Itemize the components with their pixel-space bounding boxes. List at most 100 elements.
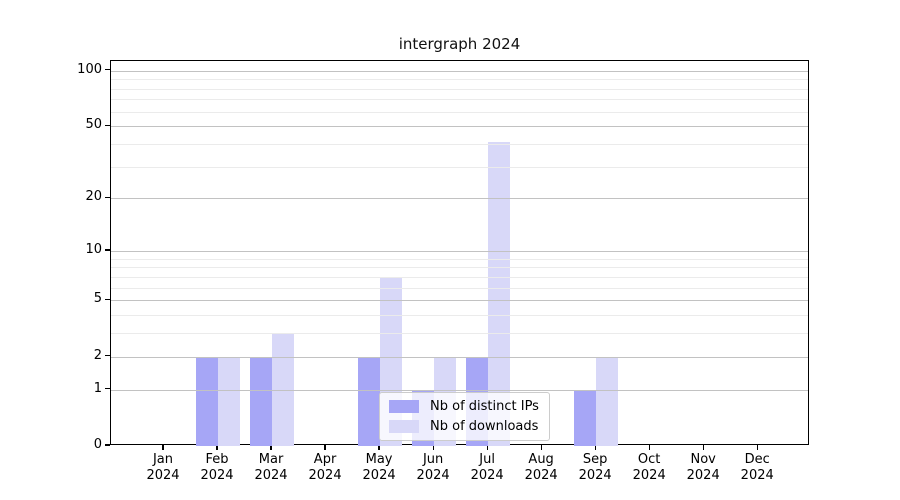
- x-tick-label-may: May 2024: [347, 452, 411, 484]
- y-tick-5: [105, 298, 110, 300]
- y-tick-label-10: 10: [85, 242, 102, 258]
- legend: Nb of distinct IPs Nb of downloads: [379, 392, 550, 441]
- gridline-minor-80: [111, 88, 808, 90]
- legend-row-distinct-ips: Nb of distinct IPs: [389, 399, 539, 414]
- gridline-minor-40: [111, 144, 808, 146]
- x-tick-label-year: 2024: [470, 468, 504, 483]
- x-tick-label-year: 2024: [200, 468, 234, 483]
- y-tick-label-5: 5: [93, 291, 102, 307]
- y-tick-10: [105, 249, 110, 251]
- gridline-major-100: [111, 70, 808, 72]
- bar-sep-downloads: [596, 356, 618, 446]
- x-tick-label-year: 2024: [362, 468, 396, 483]
- x-tick-label-nov: Nov 2024: [671, 452, 735, 484]
- y-tick-20: [105, 196, 110, 199]
- x-tick-label-jan: Jan 2024: [131, 452, 195, 484]
- x-tick-label-month: Oct: [637, 452, 661, 467]
- x-tick-apr: [324, 445, 326, 450]
- x-tick-label-year: 2024: [146, 468, 180, 483]
- x-tick-label-year: 2024: [740, 468, 774, 483]
- x-tick-mar: [270, 445, 272, 450]
- bar-may-distinct-ips: [358, 356, 381, 446]
- x-tick-label-year: 2024: [308, 468, 342, 483]
- y-tick-label-2: 2: [93, 347, 102, 363]
- y-tick-2: [105, 355, 110, 357]
- gridline-major-20: [111, 198, 808, 200]
- x-tick-may: [378, 445, 380, 450]
- gridline-major-10: [111, 251, 808, 253]
- x-tick-label-aug: Aug 2024: [509, 452, 573, 484]
- y-tick-50: [105, 124, 110, 126]
- x-tick-label-month: Jan: [152, 452, 174, 467]
- x-tick-label-year: 2024: [578, 468, 612, 483]
- gridline-major-1: [111, 389, 808, 391]
- bar-sep-distinct-ips: [574, 389, 597, 446]
- x-tick-label-jun: Jun 2024: [401, 452, 465, 484]
- x-tick-label-month: Dec: [744, 452, 770, 467]
- gridline-major-5: [111, 300, 808, 302]
- x-tick-label-month: Jun: [422, 452, 444, 467]
- gridline-major-2: [111, 356, 808, 358]
- x-tick-label-sep: Sep 2024: [563, 452, 627, 484]
- bar-mar-downloads: [272, 333, 294, 446]
- legend-label-distinct-ips: Nb of distinct IPs: [430, 399, 539, 414]
- x-tick-jan: [162, 445, 164, 450]
- x-tick-label-month: Feb: [205, 452, 229, 467]
- gridline-minor-6: [111, 287, 808, 289]
- gridline-minor-7: [111, 276, 808, 278]
- y-tick-label-20: 20: [85, 189, 102, 205]
- gridline-minor-60: [111, 111, 808, 113]
- x-tick-label-apr: Apr 2024: [293, 452, 357, 484]
- x-tick-label-jul: Jul 2024: [455, 452, 519, 484]
- legend-swatch-downloads: [389, 420, 419, 433]
- y-tick-1: [105, 388, 110, 390]
- gridline-minor-9: [111, 258, 808, 260]
- x-tick-label-month: Nov: [690, 452, 716, 467]
- y-tick-0: [105, 444, 110, 446]
- x-tick-label-year: 2024: [524, 468, 558, 483]
- bar-jul-downloads: [488, 142, 510, 446]
- x-tick-label-month: Jul: [479, 452, 495, 467]
- bar-feb-downloads: [218, 356, 240, 446]
- x-tick-feb: [216, 445, 218, 450]
- plot-area: [110, 60, 809, 446]
- x-tick-label-month: Aug: [528, 452, 554, 467]
- x-tick-label-oct: Oct 2024: [617, 452, 681, 484]
- y-tick-label-50: 50: [85, 117, 102, 133]
- x-tick-oct: [648, 445, 650, 450]
- gridline-minor-8: [111, 267, 808, 269]
- gridline-minor-4: [111, 315, 808, 317]
- x-tick-label-year: 2024: [632, 468, 666, 483]
- gridline-minor-70: [111, 99, 808, 101]
- legend-swatch-distinct-ips: [389, 400, 419, 413]
- x-tick-dec: [756, 445, 758, 450]
- x-tick-aug: [540, 445, 542, 450]
- x-tick-label-month: Mar: [258, 452, 284, 467]
- y-tick-label-1: 1: [93, 380, 102, 396]
- bar-feb-distinct-ips: [196, 356, 218, 446]
- x-tick-label-dec: Dec 2024: [725, 452, 789, 484]
- x-tick-label-year: 2024: [686, 468, 720, 483]
- x-tick-jun: [432, 445, 434, 450]
- legend-label-downloads: Nb of downloads: [430, 419, 539, 434]
- x-tick-label-mar: Mar 2024: [239, 452, 303, 484]
- x-tick-nov: [702, 445, 704, 450]
- x-tick-label-month: May: [365, 452, 393, 467]
- gridline-major-50: [111, 126, 808, 128]
- y-tick-label-100: 100: [77, 61, 102, 77]
- gridline-minor-30: [111, 166, 808, 168]
- y-tick-label-0: 0: [93, 437, 102, 452]
- legend-row-downloads: Nb of downloads: [389, 419, 539, 434]
- x-tick-jul: [486, 445, 488, 450]
- x-tick-label-year: 2024: [254, 468, 288, 483]
- x-tick-label-month: Apr: [313, 452, 337, 467]
- x-tick-label-month: Sep: [582, 452, 608, 467]
- bar-mar-distinct-ips: [250, 356, 273, 446]
- y-tick-100: [105, 69, 110, 71]
- x-tick-label-feb: Feb 2024: [185, 452, 249, 484]
- gridline-minor-90: [111, 79, 808, 81]
- x-tick-sep: [594, 445, 596, 450]
- x-tick-label-year: 2024: [416, 468, 450, 483]
- chart-title: intergraph 2024: [398, 35, 521, 53]
